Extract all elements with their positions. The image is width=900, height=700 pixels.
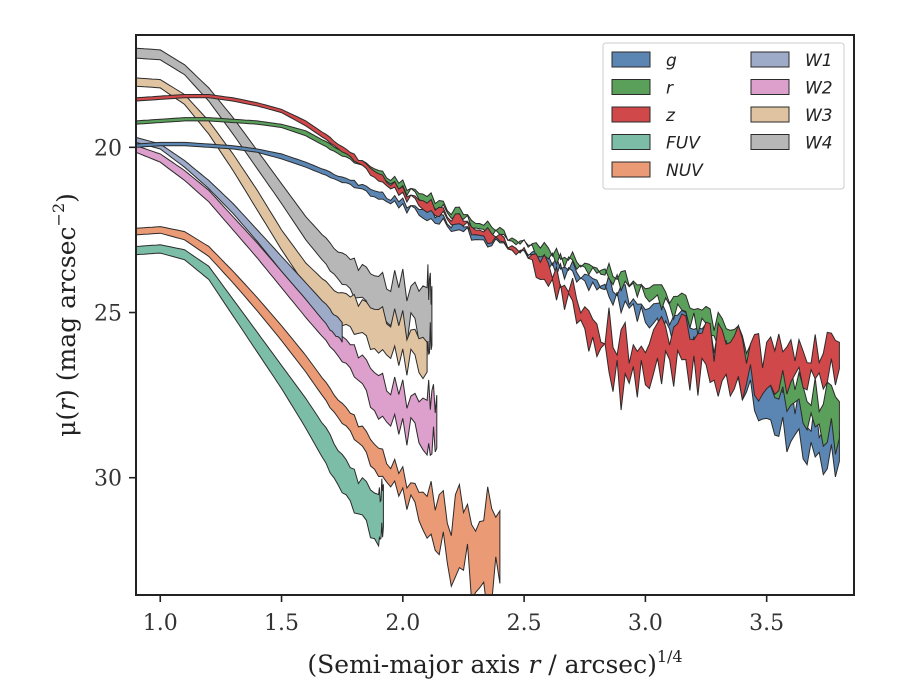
y-axis-label: μ(r) (mag arcsec−2) xyxy=(49,193,81,437)
legend-swatch-z xyxy=(611,106,651,123)
y-tick-label: 20 xyxy=(94,136,122,161)
legend-swatch-nuv xyxy=(611,161,651,178)
y-axis-label-end: ) xyxy=(52,193,81,203)
band-fuv xyxy=(136,244,384,548)
legend-swatch-fuv xyxy=(611,134,651,150)
legend-label-w4: W4 xyxy=(805,134,833,154)
band-w4 xyxy=(136,47,433,357)
legend-label-z: z xyxy=(665,106,676,126)
legend-label-fuv: FUV xyxy=(666,134,701,154)
x-axis-label-var: r xyxy=(528,650,542,679)
x-tick-label: 2.5 xyxy=(507,611,542,636)
y-axis-label-sup: −2 xyxy=(49,203,68,227)
y-axis-label-var: r xyxy=(52,397,81,411)
x-tick-label: 1.0 xyxy=(143,611,178,636)
y-axis-label-pre: μ( xyxy=(52,411,81,437)
y-axis-label-post: ) (mag arcsec xyxy=(52,226,81,399)
y-tick-label: 25 xyxy=(94,302,122,327)
legend-swatch-r xyxy=(611,79,651,95)
legend-label-r: r xyxy=(666,79,674,99)
x-tick-label: 3.0 xyxy=(628,611,663,636)
legend: grz FUV NUV W1 W2 W3 W4 xyxy=(602,42,845,190)
x-axis-label: (Semi-major axis r / arcsec)1/4 xyxy=(307,647,682,679)
legend-swatch-w2 xyxy=(750,79,790,95)
x-axis-label-post: / arcsec) xyxy=(540,650,657,679)
band-g xyxy=(136,141,840,478)
x-axis-ticks: 1.0 1.5 2.0 2.5 3.0 3.5 xyxy=(143,595,784,636)
x-tick-label: 2.0 xyxy=(385,611,420,636)
y-axis-ticks: 20 25 30 xyxy=(94,136,136,492)
x-tick-label: 1.5 xyxy=(264,611,299,636)
legend-swatch-w4 xyxy=(750,134,790,150)
band-w2 xyxy=(136,145,438,457)
band-z xyxy=(136,94,840,411)
band-nuv xyxy=(136,226,501,595)
legend-label-nuv: NUV xyxy=(666,161,704,181)
band-w3 xyxy=(136,77,428,380)
x-axis-label-sup: 1/4 xyxy=(657,647,683,666)
y-tick-label: 30 xyxy=(94,467,122,492)
legend-label-w2: W2 xyxy=(805,79,833,99)
band-w1 xyxy=(136,136,343,343)
plot-frame xyxy=(135,34,855,596)
legend-label-w1: W1 xyxy=(805,51,833,71)
legend-label-w3: W3 xyxy=(805,106,833,126)
x-axis-label-pre: (Semi-major axis xyxy=(307,650,528,679)
legend-swatch-w3 xyxy=(750,106,790,123)
legend-label-g: g xyxy=(666,51,677,71)
legend-swatch-w1 xyxy=(750,51,790,68)
x-tick-label: 3.5 xyxy=(749,611,784,636)
series-bands xyxy=(136,47,840,595)
legend-swatch-g xyxy=(611,51,651,68)
